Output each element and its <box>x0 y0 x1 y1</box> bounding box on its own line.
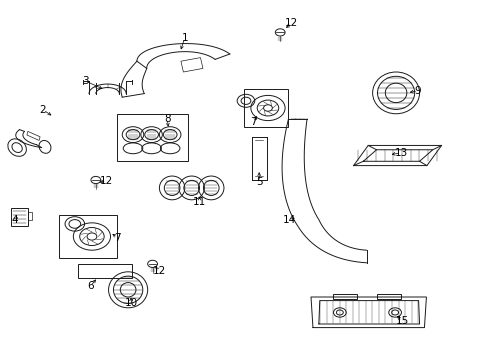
Text: 7: 7 <box>249 117 256 127</box>
Text: 10: 10 <box>124 298 137 308</box>
Text: 6: 6 <box>87 281 94 291</box>
Text: 13: 13 <box>393 148 407 158</box>
Text: 12: 12 <box>152 266 166 276</box>
Text: 8: 8 <box>163 114 170 124</box>
Text: 1: 1 <box>181 33 188 43</box>
Text: 14: 14 <box>282 215 296 225</box>
Text: 11: 11 <box>192 197 206 207</box>
Text: 9: 9 <box>414 86 421 96</box>
Text: 12: 12 <box>100 176 113 186</box>
Text: 15: 15 <box>394 316 408 326</box>
Text: 5: 5 <box>255 177 262 187</box>
Text: 2: 2 <box>40 105 46 115</box>
Text: 12: 12 <box>285 18 298 28</box>
Text: 7: 7 <box>114 233 121 243</box>
Text: 3: 3 <box>82 76 89 86</box>
Text: 4: 4 <box>11 215 18 225</box>
